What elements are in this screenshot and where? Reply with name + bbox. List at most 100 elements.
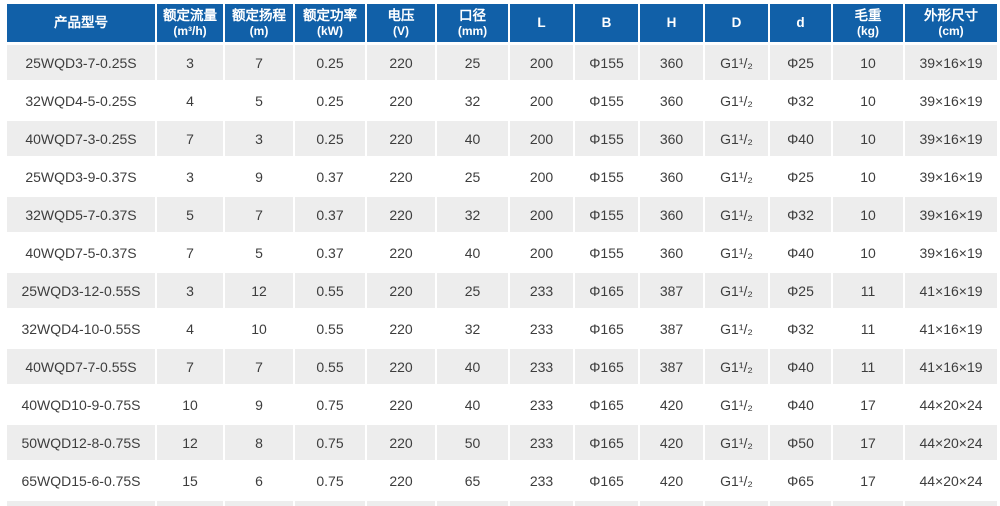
cell-L: 233 [510, 311, 573, 346]
table-row: 50WQD12-8-0.75S 12 8 0.75 220 50 233 Φ165 420 G1¹… [7, 425, 997, 460]
cell-D: G1¹/₂ [705, 349, 768, 384]
cell-H: 360 [640, 121, 703, 156]
cell-weight: 17 [833, 387, 903, 422]
cell-H: 360 [640, 159, 703, 194]
column-header-power: 额定功率 (kW) [295, 4, 365, 42]
partial-cell [575, 501, 638, 506]
cell-flow: 7 [157, 235, 223, 270]
cell-H: 360 [640, 45, 703, 80]
cell-flow: 10 [157, 387, 223, 422]
cell-L: 200 [510, 159, 573, 194]
partial-cell [705, 501, 768, 506]
column-header-label: L [537, 14, 546, 30]
cell-B: Φ155 [575, 235, 638, 270]
cell-d: Φ40 [770, 349, 831, 384]
cell-weight: 17 [833, 425, 903, 460]
partial-cell [510, 501, 573, 506]
cell-voltage: 220 [367, 159, 435, 194]
cell-B: Φ165 [575, 463, 638, 498]
cell-bore: 50 [437, 425, 508, 460]
cell-voltage: 220 [367, 387, 435, 422]
cell-L: 233 [510, 273, 573, 308]
cell-power: 0.37 [295, 197, 365, 232]
cell-flow: 3 [157, 45, 223, 80]
cell-H: 387 [640, 273, 703, 308]
partial-cell [367, 501, 435, 506]
partial-cell [640, 501, 703, 506]
cell-voltage: 220 [367, 197, 435, 232]
cell-size: 41×16×19 [905, 273, 997, 308]
cell-B: Φ155 [575, 121, 638, 156]
cell-D: G1¹/₂ [705, 387, 768, 422]
cell-voltage: 220 [367, 425, 435, 460]
column-header-d: d [770, 4, 831, 42]
cell-head: 8 [225, 425, 293, 460]
column-header-label: 口径 [459, 7, 486, 23]
cell-bore: 32 [437, 311, 508, 346]
column-header-label: 额定扬程 [232, 7, 286, 23]
cell-voltage: 220 [367, 273, 435, 308]
cell-bore: 65 [437, 463, 508, 498]
table-header-row: 产品型号 额定流量 (m³/h) 额定扬程 (m) 额定功率 (kW) 电压 (V) 口径 (mm)… [7, 4, 997, 42]
column-header-head: 额定扬程 (m) [225, 4, 293, 42]
column-header-label: 额定流量 [163, 7, 217, 23]
partial-cell [437, 501, 508, 506]
column-header-L: L [510, 4, 573, 42]
cell-model: 40WQD10-9-0.75S [7, 387, 155, 422]
cell-model: 25WQD3-9-0.37S [7, 159, 155, 194]
cell-L: 200 [510, 45, 573, 80]
column-header-unit: (m) [249, 23, 269, 38]
cell-B: Φ155 [575, 159, 638, 194]
cell-size: 41×16×19 [905, 349, 997, 384]
column-header-B: B [575, 4, 638, 42]
cell-head: 7 [225, 349, 293, 384]
column-header-unit: (kW) [317, 23, 343, 38]
table-body: 25WQD3-7-0.25S 3 7 0.25 220 25 200 Φ155 360 G1¹/₂… [7, 45, 997, 506]
column-header-D: D [705, 4, 768, 42]
cell-weight: 10 [833, 121, 903, 156]
column-header-unit: (V) [393, 23, 409, 38]
partial-next-row [7, 501, 997, 506]
cell-voltage: 220 [367, 349, 435, 384]
cell-head: 3 [225, 121, 293, 156]
cell-model: 32WQD4-5-0.25S [7, 83, 155, 118]
cell-voltage: 220 [367, 121, 435, 156]
partial-cell [295, 501, 365, 506]
cell-L: 200 [510, 197, 573, 232]
column-header-label: 产品型号 [54, 14, 108, 30]
cell-B: Φ165 [575, 349, 638, 384]
cell-d: Φ32 [770, 83, 831, 118]
table-row: 65WQD15-6-0.75S 15 6 0.75 220 65 233 Φ165 420 G1¹… [7, 463, 997, 498]
cell-power: 0.75 [295, 387, 365, 422]
cell-size: 39×16×19 [905, 121, 997, 156]
cell-d: Φ65 [770, 463, 831, 498]
cell-model: 40WQD7-3-0.25S [7, 121, 155, 156]
column-header-label: 额定功率 [303, 7, 357, 23]
cell-size: 44×20×24 [905, 387, 997, 422]
cell-H: 360 [640, 235, 703, 270]
cell-voltage: 220 [367, 235, 435, 270]
partial-cell [770, 501, 831, 506]
cell-head: 5 [225, 235, 293, 270]
cell-bore: 32 [437, 197, 508, 232]
column-header-model: 产品型号 [7, 4, 155, 42]
cell-weight: 11 [833, 311, 903, 346]
cell-power: 0.55 [295, 273, 365, 308]
cell-D: G1¹/₂ [705, 235, 768, 270]
cell-D: G1¹/₂ [705, 45, 768, 80]
cell-d: Φ32 [770, 311, 831, 346]
cell-flow: 3 [157, 273, 223, 308]
table-row: 25WQD3-7-0.25S 3 7 0.25 220 25 200 Φ155 360 G1¹/₂… [7, 45, 997, 80]
cell-H: 420 [640, 463, 703, 498]
column-header-size: 外形尺寸 (cm) [905, 4, 997, 42]
cell-power: 0.25 [295, 83, 365, 118]
column-header-weight: 毛重 (kg) [833, 4, 903, 42]
table-row: 32WQD5-7-0.37S 5 7 0.37 220 32 200 Φ155 360 G1¹/₂… [7, 197, 997, 232]
partial-cell [905, 501, 997, 506]
cell-d: Φ32 [770, 197, 831, 232]
cell-flow: 7 [157, 121, 223, 156]
cell-size: 39×16×19 [905, 235, 997, 270]
cell-weight: 11 [833, 273, 903, 308]
cell-D: G1¹/₂ [705, 197, 768, 232]
